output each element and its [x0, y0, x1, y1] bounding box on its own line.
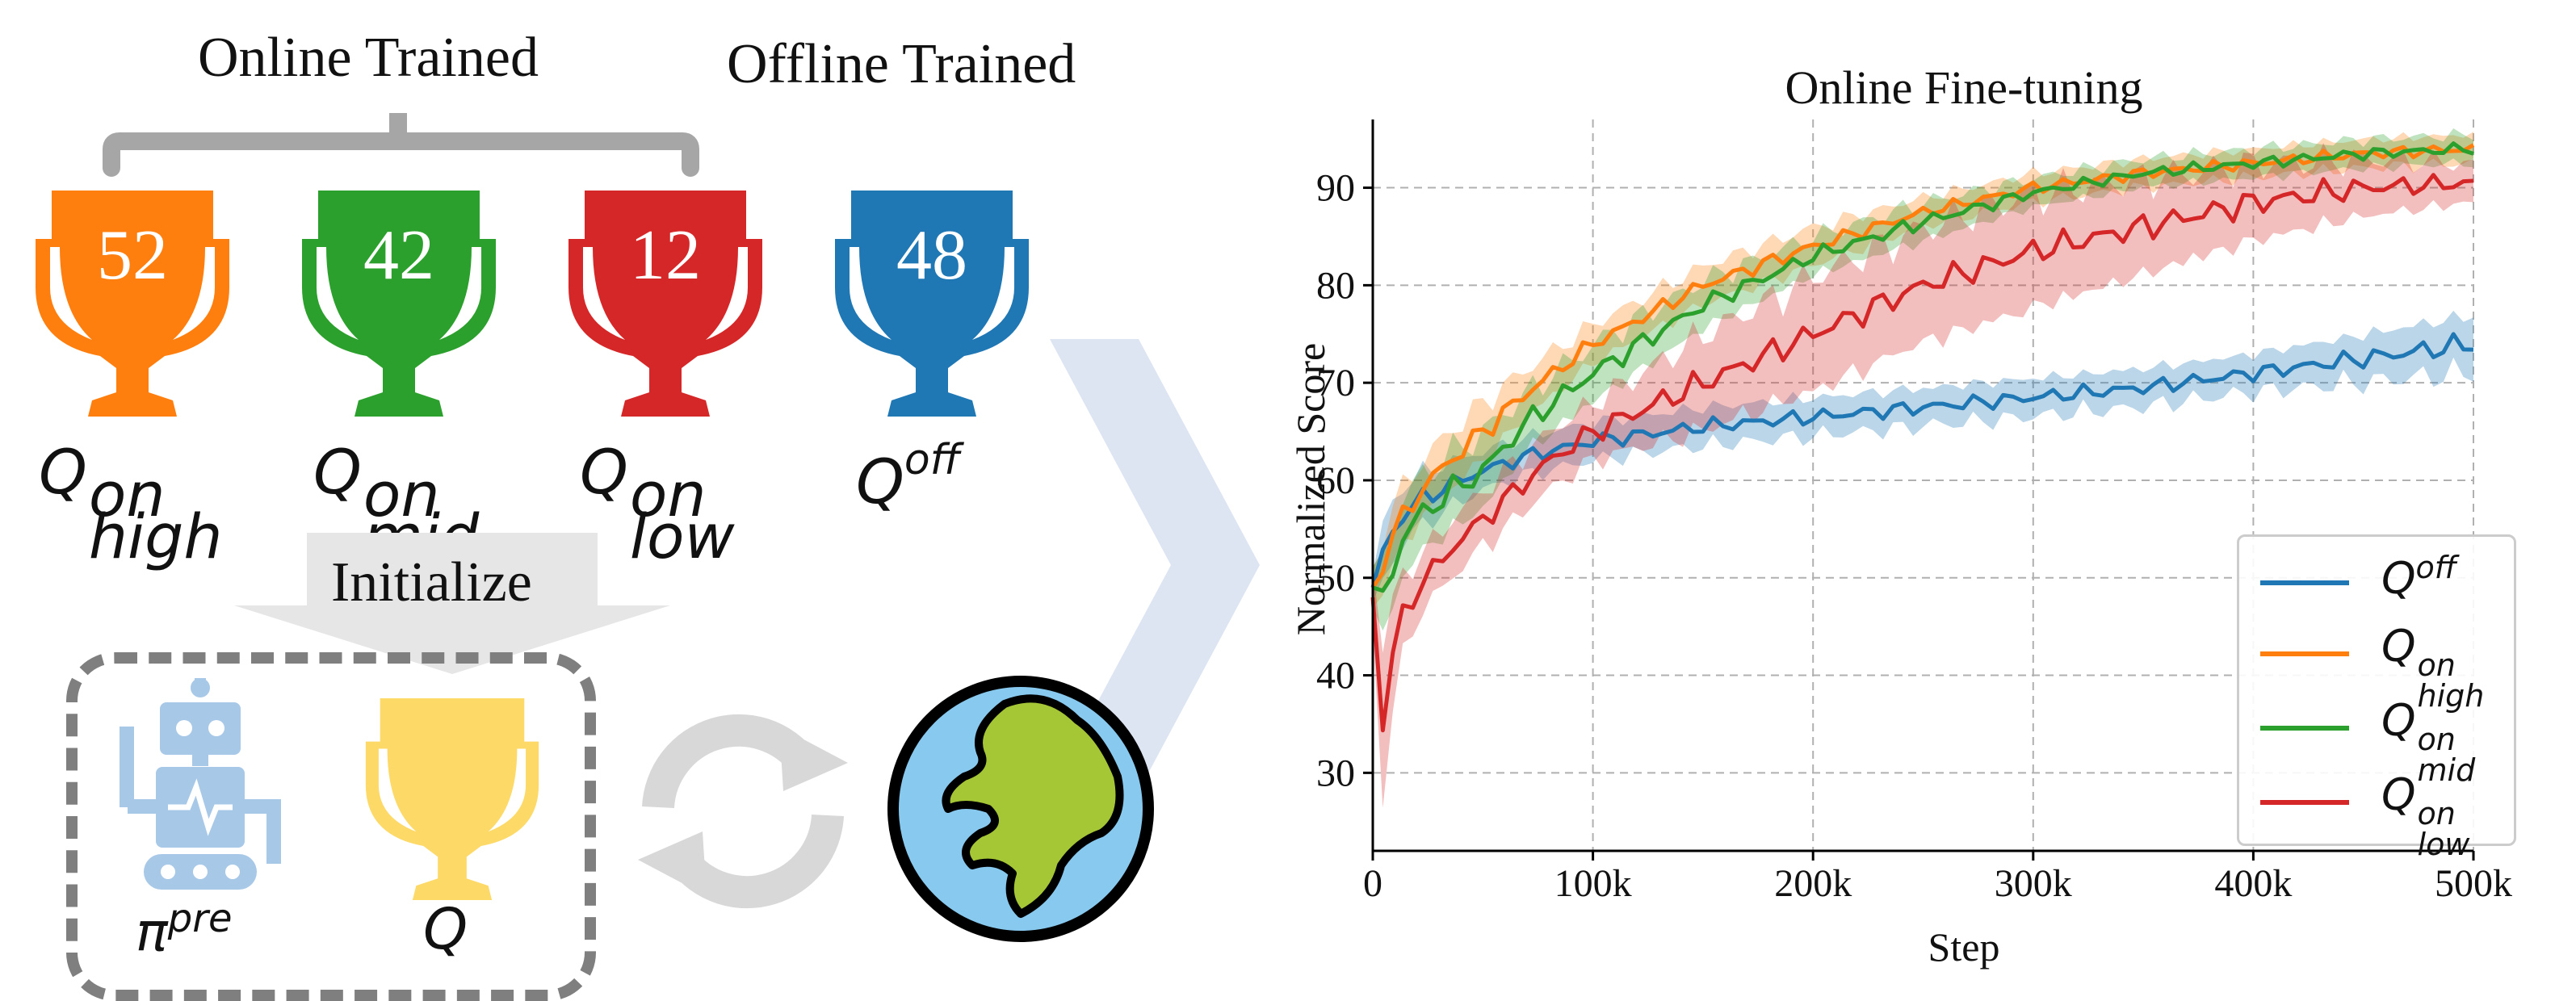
y-tick-label: 80: [1316, 264, 1355, 307]
y-tick-label: 60: [1316, 459, 1355, 502]
y-tick-label: 90: [1316, 167, 1355, 210]
cup-score: 12: [630, 216, 701, 295]
cup-q-high: 52: [36, 191, 229, 417]
x-tick-label: 500k: [2435, 862, 2512, 905]
label-pi-pre: πpre: [136, 896, 233, 963]
y-axis-label: Normalized Score: [1288, 343, 1333, 635]
x-tick-label: 100k: [1554, 862, 1632, 905]
initialize-label: Initialize: [331, 551, 532, 614]
label-q: Q: [423, 896, 468, 962]
y-tick-label: 30: [1316, 752, 1355, 794]
y-tick-label: 70: [1316, 362, 1355, 404]
series-line-3: [1370, 173, 2474, 733]
y-tick-label: 40: [1316, 655, 1355, 697]
robot-icon: [120, 678, 281, 890]
cup-score: 52: [97, 216, 168, 295]
series-line-0: [1370, 332, 2474, 588]
init-trophy-icon: [365, 698, 539, 900]
y-tick-label: 50: [1316, 557, 1355, 600]
legend-item: Qoff: [2260, 548, 2503, 613]
confidence-band-3: [1373, 143, 2473, 808]
confidence-band-0: [1373, 310, 2473, 602]
legend-swatch: [2260, 726, 2349, 731]
tick-labels: 0 100k 200k 300k 400k 500k 30 40 50 60 70 80 90: [1316, 167, 2512, 905]
x-tick-label: 400k: [2214, 862, 2292, 905]
confidence-bands: [1373, 128, 2473, 808]
legend-swatch: [2260, 800, 2349, 805]
x-tick-label: 300k: [1995, 862, 2072, 905]
x-tick-label: 200k: [1774, 862, 1852, 905]
globe-icon: [887, 676, 1154, 942]
series-lines: [1370, 141, 2475, 733]
x-axis-label: Step: [1928, 924, 2000, 970]
x-tick-label: 0: [1363, 862, 1382, 905]
cup-q-mid: 42: [302, 191, 496, 417]
label-q-off: Qoff: [856, 436, 961, 517]
online-trained-label: Online Trained: [198, 27, 539, 89]
cup-q-off: 48: [835, 191, 1029, 417]
initialize-arrow: [234, 533, 670, 674]
series-line-2: [1372, 141, 2474, 593]
legend-swatch: [2260, 651, 2349, 656]
cup-q-low: 12: [568, 191, 762, 417]
online-bracket: [103, 113, 699, 177]
cup-body: [36, 191, 229, 417]
trophy-icon: [835, 191, 1029, 417]
confidence-band-2: [1373, 128, 2473, 631]
offline-trained-label: Offline Trained: [727, 33, 1076, 95]
cup-score: 42: [363, 216, 434, 295]
trophy-icon: [302, 191, 496, 417]
chart-title: Online Fine-tuning: [1785, 61, 2142, 114]
trophy-icon: [568, 191, 762, 417]
cycle-icon: [638, 714, 848, 909]
cup-score: 48: [896, 216, 967, 295]
trophy-icon: [36, 191, 229, 417]
axes: [1363, 119, 2475, 861]
series-line-1: [1370, 143, 2475, 589]
legend-swatch: [2260, 580, 2349, 585]
flow-chevron: [1050, 339, 1260, 791]
